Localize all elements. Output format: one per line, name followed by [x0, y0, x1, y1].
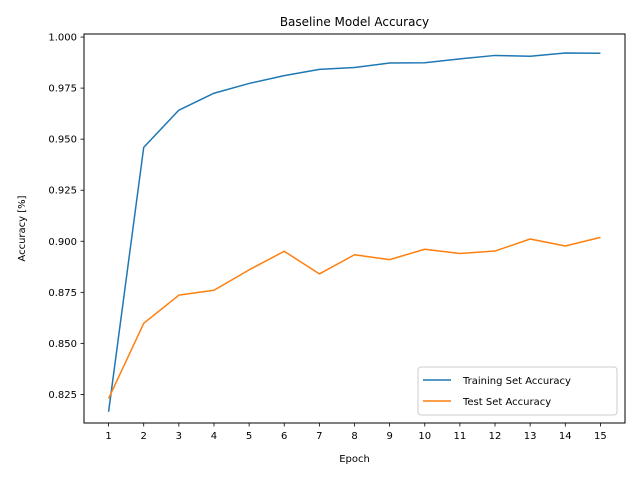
x-tick-label: 10 [418, 431, 431, 442]
x-axis-title: Epoch [339, 454, 370, 465]
x-tick-label: 14 [559, 431, 572, 442]
y-tick-label: 0.825 [48, 390, 77, 401]
x-tick-label: 3 [176, 431, 182, 442]
x-tick-label: 6 [281, 431, 287, 442]
chart-title: Baseline Model Accuracy [280, 15, 429, 29]
x-tick-label: 9 [386, 431, 392, 442]
plot-frame [83, 33, 626, 424]
x-tick-label: 2 [141, 431, 147, 442]
x-tick-label: 1 [105, 431, 111, 442]
plot-area [84, 34, 625, 423]
x-tick-label: 8 [351, 431, 357, 442]
legend: Training Set Accuracy Test Set Accuracy [417, 366, 618, 416]
x-tick-label: 4 [211, 431, 217, 442]
x-axis: 1 2 3 4 5 6 7 8 9 10 11 12 13 14 15 [105, 423, 607, 442]
x-tick-label: 5 [246, 431, 252, 442]
x-tick-label: 15 [594, 431, 607, 442]
y-axis: 0.825 0.850 0.875 0.900 0.925 0.950 0.975 1.000 [48, 33, 84, 401]
y-tick-label: 0.850 [48, 339, 77, 350]
y-tick-label: 1.000 [48, 33, 77, 44]
x-tick-label: 11 [454, 431, 467, 442]
legend-label-test: Test Set Accuracy [462, 397, 551, 408]
series-lines [107, 52, 601, 412]
legend-label-training: Training Set Accuracy [462, 376, 571, 387]
y-tick-label: 0.900 [48, 237, 77, 248]
y-tick-label: 0.950 [48, 135, 77, 146]
x-tick-label: 13 [524, 431, 537, 442]
y-tick-label: 0.925 [48, 186, 77, 197]
legend-box [417, 366, 618, 416]
x-tick-label: 12 [489, 431, 502, 442]
y-axis-title: Accuracy [%] [17, 195, 28, 261]
y-tick-label: 0.975 [48, 84, 77, 95]
x-tick-label: 7 [316, 431, 322, 442]
y-tick-label: 0.875 [48, 288, 77, 299]
